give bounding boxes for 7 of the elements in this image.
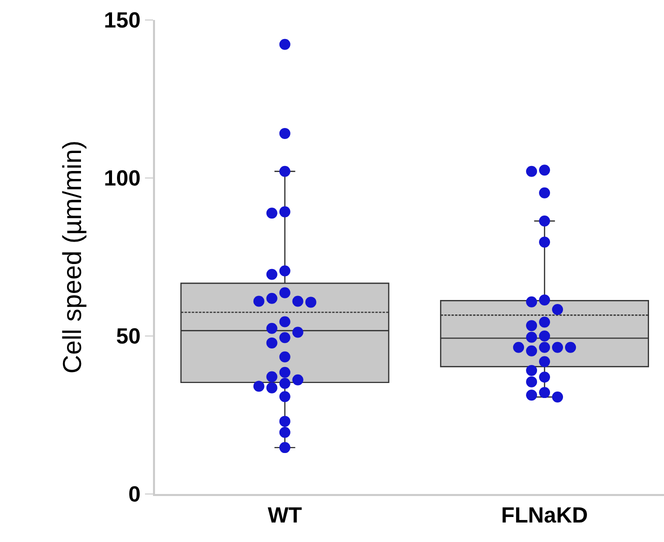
x-tick-label: FLNaKD <box>501 502 588 528</box>
y-tick-label: 0 <box>128 482 141 507</box>
y-tick-label: 50 <box>116 324 141 349</box>
y-tick-label: 100 <box>104 166 141 191</box>
x-tick-label: WT <box>268 502 303 528</box>
y-axis-title: Cell speed (µm/min) <box>56 140 87 374</box>
y-tick-label: 150 <box>104 8 141 33</box>
